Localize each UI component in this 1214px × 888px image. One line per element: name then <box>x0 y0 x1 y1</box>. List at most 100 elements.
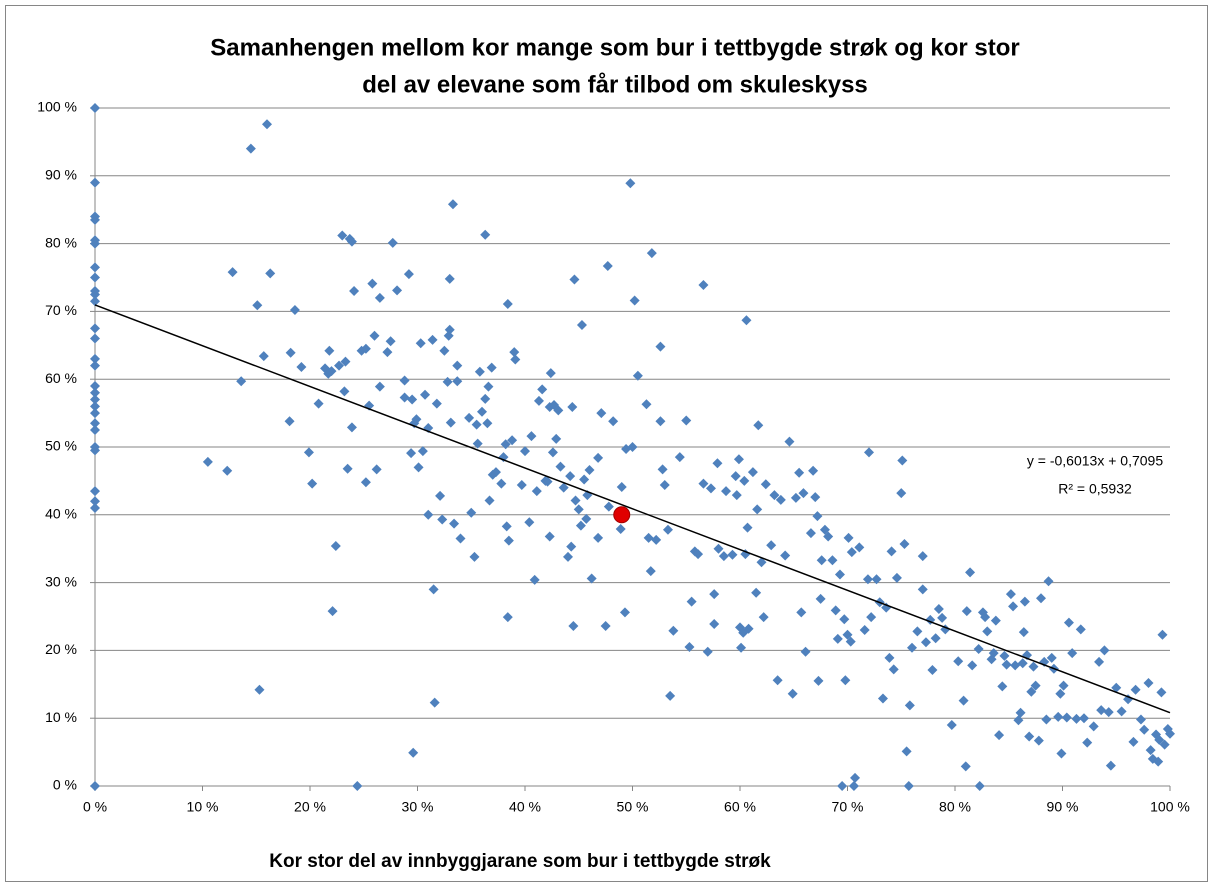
scatter-point <box>367 278 378 289</box>
scatter-point <box>484 495 495 506</box>
scatter-point <box>659 479 670 490</box>
scatter-point <box>420 389 431 400</box>
scatter-point <box>784 436 795 447</box>
scatter-point <box>907 642 917 653</box>
scatter-point <box>896 488 907 499</box>
scatter-point <box>1015 707 1026 718</box>
scatter-point <box>369 330 380 341</box>
scatter-point <box>483 381 494 392</box>
scatter-point <box>285 347 296 358</box>
scatter-point <box>1008 601 1019 612</box>
scatter-point <box>645 566 656 577</box>
scatter-point <box>330 540 341 551</box>
scatter-point <box>994 730 1005 741</box>
scatter-point <box>886 546 897 557</box>
scatter-point <box>616 482 627 493</box>
scatter-point <box>1094 656 1105 667</box>
scatter-point <box>1116 706 1127 717</box>
scatter-point <box>953 656 964 667</box>
scatter-point <box>551 433 562 444</box>
scatter-point <box>739 475 750 486</box>
scatter-point <box>576 319 587 330</box>
scatter-point <box>399 392 410 403</box>
scatter-point <box>472 438 483 449</box>
scatter-point <box>90 503 100 514</box>
scatter-point <box>709 618 720 629</box>
scatter-point <box>427 334 438 345</box>
scatter-point <box>790 492 801 503</box>
scatter-point <box>392 285 403 296</box>
scatter-point <box>227 267 238 278</box>
scatter-point <box>1071 713 1082 724</box>
scatter-point <box>480 393 491 404</box>
scatter-point <box>1145 745 1156 756</box>
scatter-point <box>684 642 695 653</box>
scatter-point <box>933 604 944 615</box>
y-tick-label: 70 % <box>45 302 77 318</box>
scatter-point <box>843 532 854 543</box>
scatter-point <box>568 620 579 631</box>
scatter-point <box>827 555 838 566</box>
scatter-point <box>830 605 841 616</box>
scatter-point <box>805 528 816 539</box>
scatter-point <box>625 178 636 189</box>
x-axis-title: Kor stor del av innbyggjarane som bur i … <box>269 851 771 872</box>
scatter-point <box>303 447 314 458</box>
scatter-point <box>1058 680 1069 691</box>
scatter-point <box>531 486 542 497</box>
scatter-point <box>769 490 780 501</box>
x-tick-label: 80 % <box>939 799 971 815</box>
scatter-point <box>1079 713 1089 724</box>
scatter-point <box>529 574 540 585</box>
scatter-point <box>245 143 256 154</box>
x-tick-label: 10 % <box>187 799 219 815</box>
scatter-point <box>632 370 643 381</box>
scatter-point <box>655 416 666 427</box>
scatter-point <box>326 366 337 377</box>
x-tick-label: 50 % <box>617 799 649 815</box>
scatter-point <box>533 395 544 406</box>
scatter-point <box>382 347 393 358</box>
scatter-point <box>665 690 676 701</box>
scatter-point <box>1010 660 1021 671</box>
scatter-point <box>668 625 679 636</box>
scatter-point <box>888 664 899 675</box>
scatter-point <box>731 490 742 501</box>
scatter-point <box>760 479 771 490</box>
scatter-point <box>374 381 385 392</box>
scatter-point <box>657 464 668 475</box>
scatter-point <box>443 330 454 341</box>
scatter-point <box>262 119 272 130</box>
scatter-point <box>482 418 493 429</box>
scatter-point <box>254 684 265 695</box>
scatter-point <box>982 626 993 637</box>
scatter-point <box>407 394 418 405</box>
scatter-point <box>812 511 823 522</box>
scatter-point <box>346 236 357 247</box>
scatter-point <box>1041 714 1052 725</box>
scatter-point <box>90 238 100 249</box>
scatter-point <box>447 199 458 210</box>
scatter-point <box>417 446 428 457</box>
scatter-point <box>202 456 213 467</box>
scatter-point <box>455 533 466 544</box>
scatter-point <box>920 637 931 648</box>
scatter-point <box>510 354 521 365</box>
scatter-point <box>1056 748 1067 759</box>
scatter-point <box>486 362 497 373</box>
scatter-point <box>334 360 345 371</box>
scatter-point <box>917 551 928 562</box>
scatter-point <box>90 272 100 283</box>
scatter-point <box>816 555 827 566</box>
scatter-point <box>537 384 548 395</box>
scatter-point <box>946 719 957 730</box>
scatter-point <box>619 607 630 618</box>
scatter-point <box>904 700 915 711</box>
scatter-point <box>490 467 501 478</box>
scatter-point <box>798 488 809 499</box>
scatter-point <box>808 465 819 476</box>
scatter-point <box>999 650 1010 661</box>
scatter-point <box>980 612 991 623</box>
scatter-point <box>349 286 360 297</box>
